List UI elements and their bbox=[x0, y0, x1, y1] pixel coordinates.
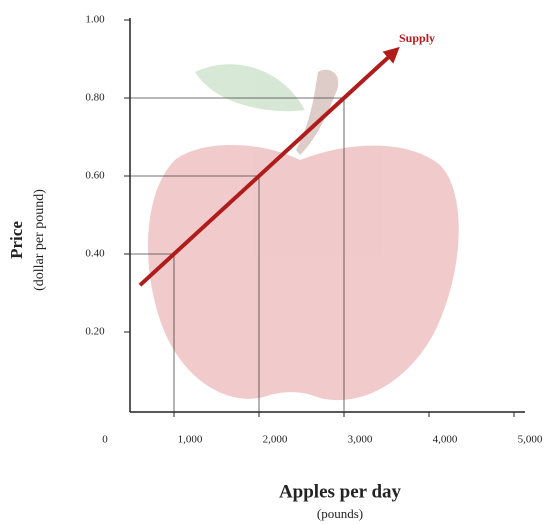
y-tick-label: 0.60 bbox=[85, 170, 105, 182]
supply-line bbox=[138, 46, 400, 287]
apple-illustration bbox=[148, 64, 459, 401]
x-tick-label: 5,000 bbox=[518, 434, 543, 446]
y-tick-label: 1.00 bbox=[85, 14, 105, 26]
y-tick-label: 0.20 bbox=[85, 326, 105, 338]
series-label: Supply bbox=[399, 31, 435, 45]
x-axis-title: Apples per day bbox=[279, 481, 402, 502]
x-tick-label: 1,000 bbox=[178, 434, 203, 446]
x-tick-label: 3,000 bbox=[348, 434, 373, 446]
y-axis-title: Price bbox=[7, 221, 26, 259]
x-tick-label: 0 bbox=[102, 434, 108, 446]
y-axis-subtitle: (dollar per pound) bbox=[32, 189, 47, 291]
x-tick-label: 4,000 bbox=[433, 434, 458, 446]
x-tick-label: 2,000 bbox=[263, 434, 288, 446]
y-tick-label: 0.40 bbox=[85, 248, 105, 260]
x-axis-subtitle: (pounds) bbox=[317, 506, 363, 521]
y-tick-label: 0.80 bbox=[85, 92, 105, 104]
